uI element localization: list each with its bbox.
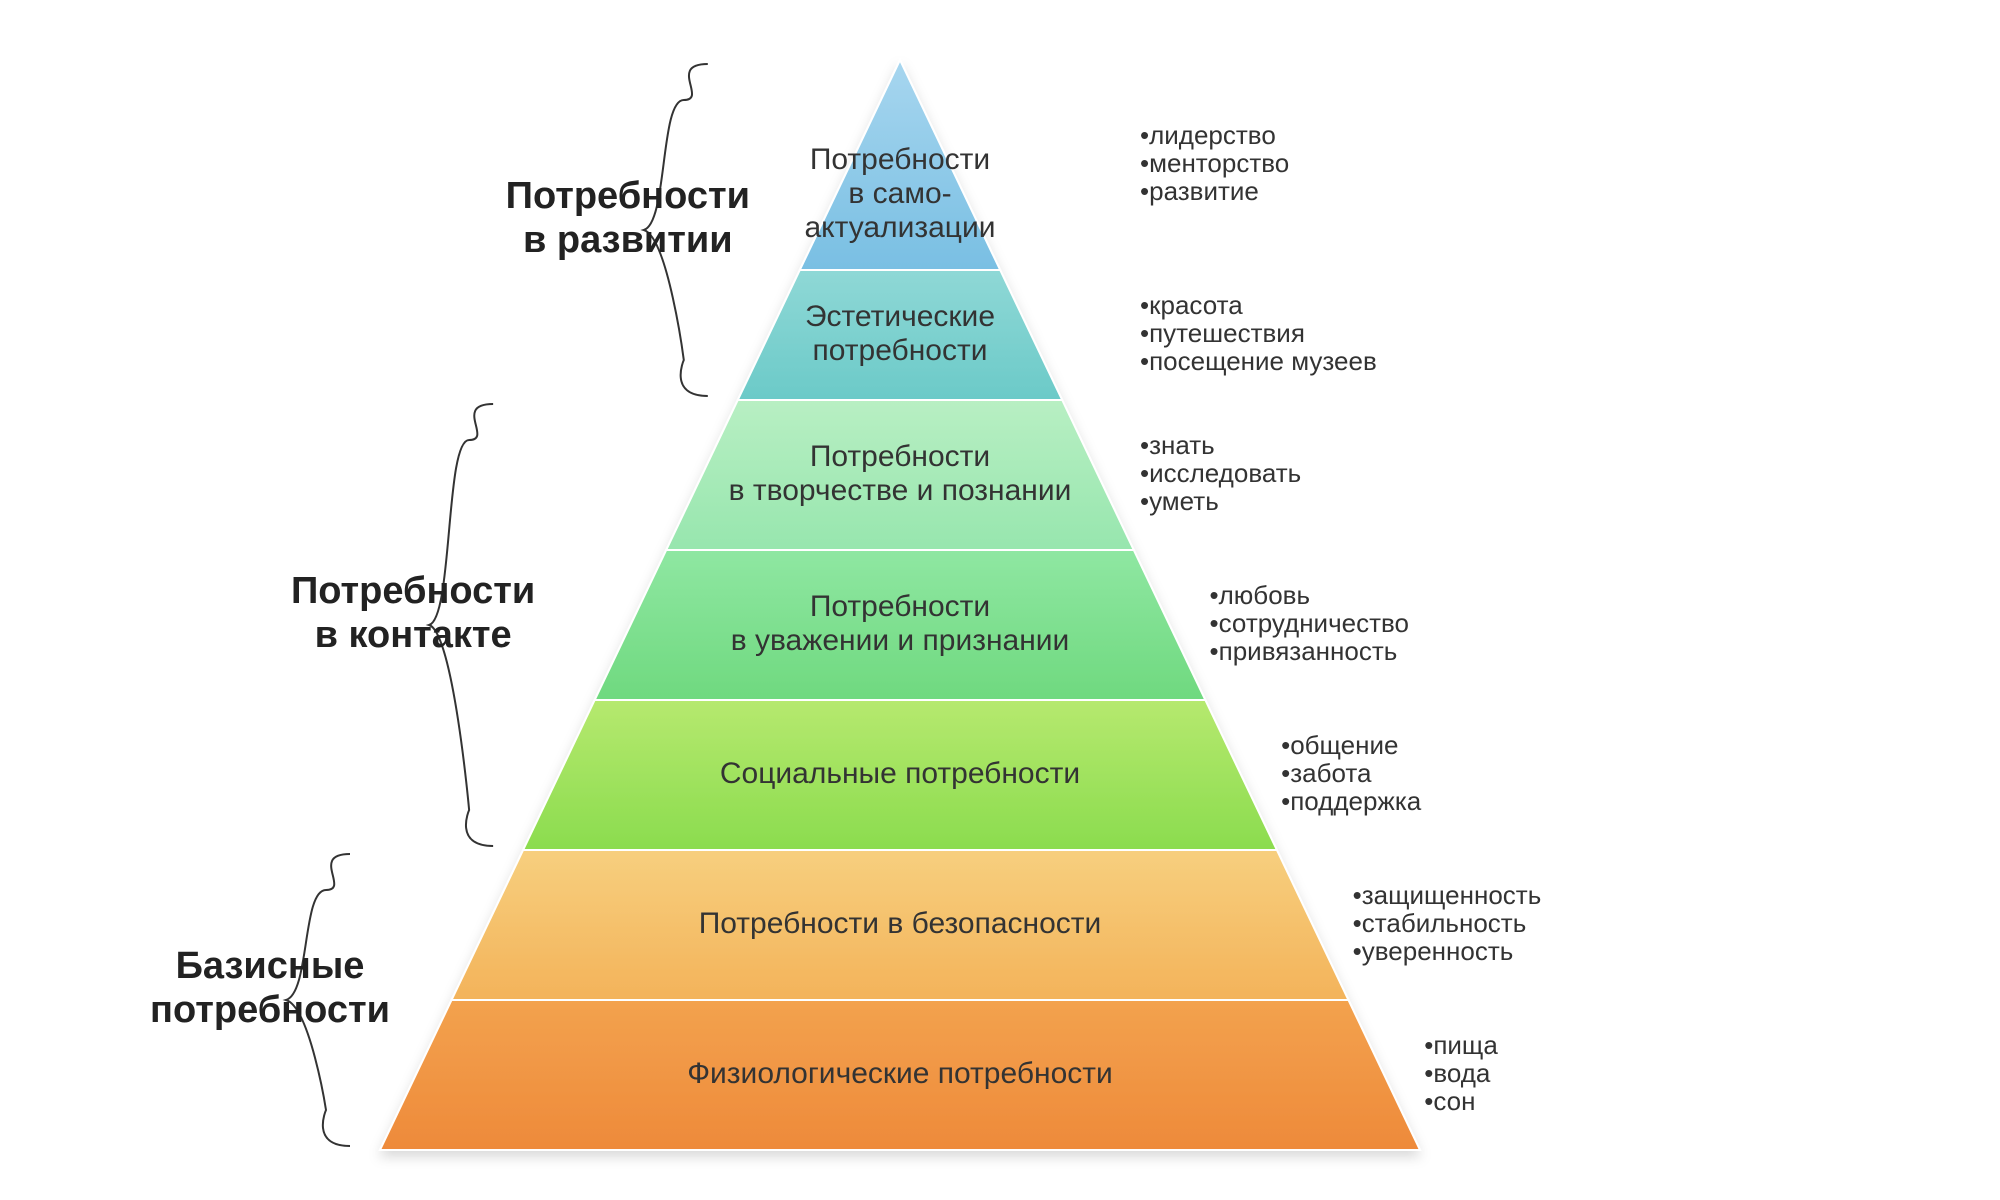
group-label-growth-line1: в развитии [523,219,733,261]
example-safety-1: •стабильность [1353,908,1527,938]
layer-label-safety-line0: Потребности в безопасности [699,907,1102,940]
example-physiological-0: •пища [1424,1030,1498,1060]
layer-label-self-actualization-line2: актуализации [805,211,996,244]
example-social-0: •общение [1281,730,1398,760]
example-esteem-0: •любовь [1210,580,1310,610]
example-aesthetic-1: •путешествия [1140,318,1305,348]
layer-label-esteem-line1: в уважении и признании [731,624,1070,657]
example-self-actualization-1: •менторство [1140,148,1289,178]
example-aesthetic-0: •красота [1140,290,1243,320]
example-self-actualization-2: •развитие [1140,176,1259,206]
example-safety-0: •защищенность [1353,880,1542,910]
example-safety-2: •уверенность [1353,936,1514,966]
layer-label-aesthetic-line1: потребности [813,334,988,367]
layer-label-social-line0: Социальные потребности [720,757,1080,790]
layer-label-cognitive-line0: Потребности [810,440,990,473]
group-label-basic-line0: Базисные [176,945,365,987]
example-self-actualization-0: •лидерство [1140,120,1276,150]
layer-label-esteem-line0: Потребности [810,590,990,623]
layer-label-cognitive-line1: в творчестве и познании [729,474,1072,507]
group-label-growth-line0: Потребности [506,175,750,217]
example-social-1: •забота [1281,758,1372,788]
layer-label-self-actualization-line1: в само- [848,177,951,210]
layer-label-physiological-line0: Физиологические потребности [687,1057,1113,1090]
group-label-contact-line1: в контакте [315,614,512,656]
layer-label-aesthetic-line0: Эстетические [805,300,995,333]
example-physiological-1: •вода [1424,1058,1491,1088]
group-label-basic-line1: потребности [150,989,390,1031]
example-esteem-1: •сотрудничество [1210,608,1409,638]
layer-label-self-actualization-line0: Потребности [810,143,990,176]
example-cognitive-2: •уметь [1140,486,1219,516]
example-cognitive-1: •исследовать [1140,458,1301,488]
group-label-contact-line0: Потребности [291,570,535,612]
example-esteem-2: •привязанность [1210,636,1398,666]
example-aesthetic-2: •посещение музеев [1140,346,1377,376]
example-physiological-2: •сон [1424,1086,1475,1116]
example-cognitive-0: •знать [1140,430,1215,460]
example-social-2: •поддержка [1281,786,1422,816]
